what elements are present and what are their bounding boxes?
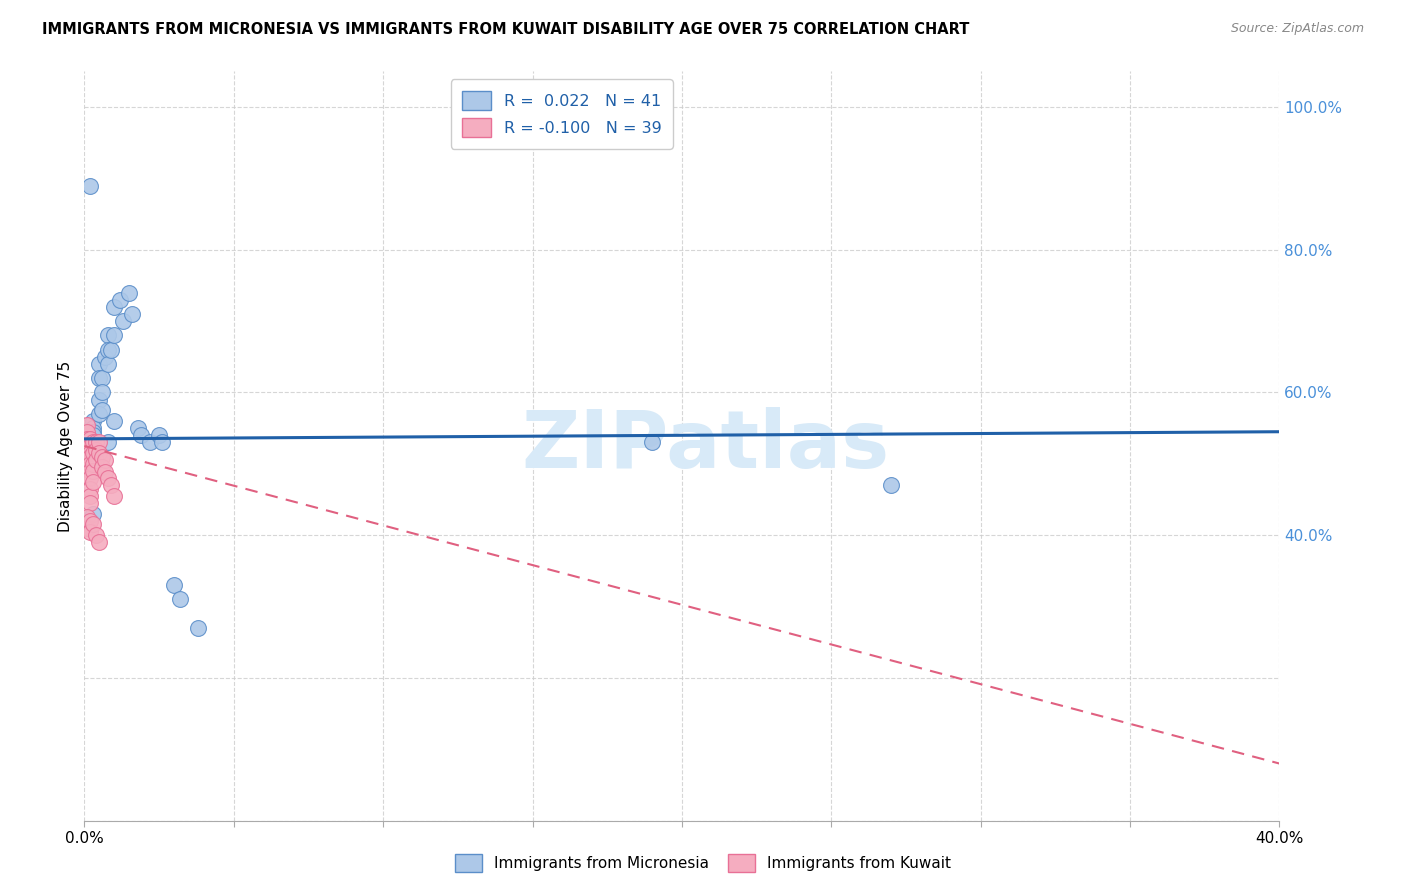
Point	[94, 466, 117, 480]
Point	[100, 343, 122, 357]
Point	[148, 428, 170, 442]
Point	[94, 453, 117, 467]
Point	[82, 464, 104, 478]
Point	[91, 385, 114, 400]
Point	[89, 535, 111, 549]
Point	[79, 524, 101, 539]
Point	[103, 300, 125, 314]
Point	[76, 446, 98, 460]
Point	[82, 517, 104, 532]
Point	[79, 439, 101, 453]
Point	[110, 293, 132, 307]
Text: Source: ZipAtlas.com: Source: ZipAtlas.com	[1230, 22, 1364, 36]
Point	[103, 414, 125, 428]
Point	[82, 428, 104, 442]
Point	[97, 357, 120, 371]
Point	[169, 592, 191, 607]
Point	[89, 357, 111, 371]
Point	[79, 464, 101, 478]
Point	[79, 496, 101, 510]
Point	[91, 371, 114, 385]
Y-axis label: Disability Age Over 75: Disability Age Over 75	[58, 360, 73, 532]
Point	[89, 371, 111, 385]
Point	[79, 432, 101, 446]
Point	[82, 425, 104, 439]
Point	[76, 432, 98, 446]
Point	[79, 471, 101, 485]
Point	[94, 350, 117, 364]
Point	[86, 453, 108, 467]
Point	[112, 314, 135, 328]
Text: IMMIGRANTS FROM MICRONESIA VS IMMIGRANTS FROM KUWAIT DISABILITY AGE OVER 75 CORR: IMMIGRANTS FROM MICRONESIA VS IMMIGRANTS…	[42, 22, 970, 37]
Point	[129, 428, 152, 442]
Point	[76, 417, 98, 432]
Text: ZIPatlas: ZIPatlas	[522, 407, 890, 485]
Point	[118, 285, 141, 300]
Point	[82, 442, 104, 457]
Point	[79, 450, 101, 464]
Point	[79, 446, 101, 460]
Point	[127, 421, 149, 435]
Point	[91, 460, 114, 475]
Point	[97, 328, 120, 343]
Point	[103, 489, 125, 503]
Point	[89, 435, 111, 450]
Point	[89, 446, 111, 460]
Legend: R =  0.022   N = 41, R = -0.100   N = 39: R = 0.022 N = 41, R = -0.100 N = 39	[451, 79, 672, 149]
Point	[79, 457, 101, 471]
Point	[641, 435, 664, 450]
Point	[103, 328, 125, 343]
Point	[76, 510, 98, 524]
Point	[76, 521, 98, 535]
Point	[79, 435, 101, 450]
Point	[82, 457, 104, 471]
Point	[86, 442, 108, 457]
Point	[163, 578, 186, 592]
Point	[97, 343, 120, 357]
Point	[82, 435, 104, 450]
Point	[79, 178, 101, 193]
Point	[91, 450, 114, 464]
Point	[97, 435, 120, 450]
Point	[880, 478, 903, 492]
Point	[79, 489, 101, 503]
Point	[79, 439, 101, 453]
Point	[89, 392, 111, 407]
Point	[79, 482, 101, 496]
Point	[121, 307, 143, 321]
Point	[82, 414, 104, 428]
Point	[187, 621, 209, 635]
Point	[82, 421, 104, 435]
Point	[82, 507, 104, 521]
Point	[139, 435, 162, 450]
Point	[76, 425, 98, 439]
Point	[89, 407, 111, 421]
Point	[97, 471, 120, 485]
Point	[82, 435, 104, 450]
Point	[86, 528, 108, 542]
Legend: Immigrants from Micronesia, Immigrants from Kuwait: Immigrants from Micronesia, Immigrants f…	[447, 846, 959, 880]
Point	[76, 439, 98, 453]
Point	[82, 475, 104, 489]
Point	[100, 478, 122, 492]
Point	[91, 403, 114, 417]
Point	[150, 435, 173, 450]
Point	[79, 514, 101, 528]
Point	[82, 446, 104, 460]
Point	[79, 432, 101, 446]
Point	[86, 435, 108, 450]
